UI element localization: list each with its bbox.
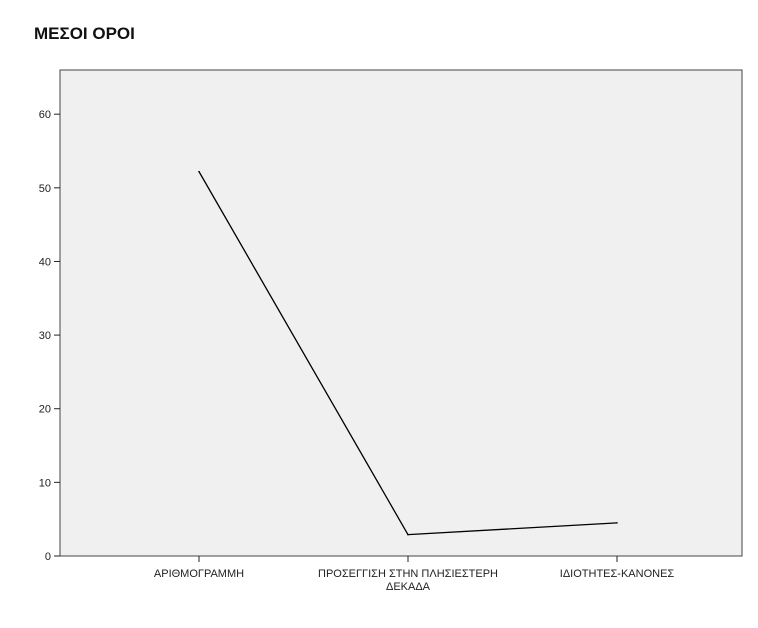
y-tick-label: 50 — [39, 183, 51, 195]
x-tick-label: ΑΡΙΘΜΟΓΡΑΜΜΗ — [154, 568, 244, 580]
y-tick-label: 30 — [39, 330, 51, 342]
y-tick-label: 10 — [39, 477, 51, 489]
y-tick-label: 20 — [39, 404, 51, 416]
x-axis: ΑΡΙΘΜΟΓΡΑΜΜΗ ΠΡΟΣΕΓΓΙΣΗ ΣΤΗΝ ΠΛΗΣΙΕΣΤΕΡΗ Δ… — [154, 556, 675, 593]
x-tick-label: ΠΡΟΣΕΓΓΙΣΗ ΣΤΗΝ ΠΛΗΣΙΕΣΤΕΡΗ ΔΕΚΑΔΑ — [318, 568, 498, 593]
x-tick-label: ΙΔΙΟΤΗΤΕΣ-ΚΑΝΟΝΕΣ — [560, 568, 675, 580]
series-layer — [198, 170, 618, 536]
chart-title: ΜΕΣΟΙ ΟΡΟΙ — [34, 24, 135, 43]
y-axis: 0 10 20 30 40 50 60 — [39, 109, 60, 563]
data-point — [198, 170, 200, 173]
y-tick-label: 0 — [45, 551, 51, 563]
data-point — [407, 533, 409, 536]
plot-area — [59, 69, 743, 557]
data-point — [616, 522, 618, 524]
y-tick-label: 60 — [39, 109, 51, 121]
y-tick-label: 40 — [39, 256, 51, 268]
